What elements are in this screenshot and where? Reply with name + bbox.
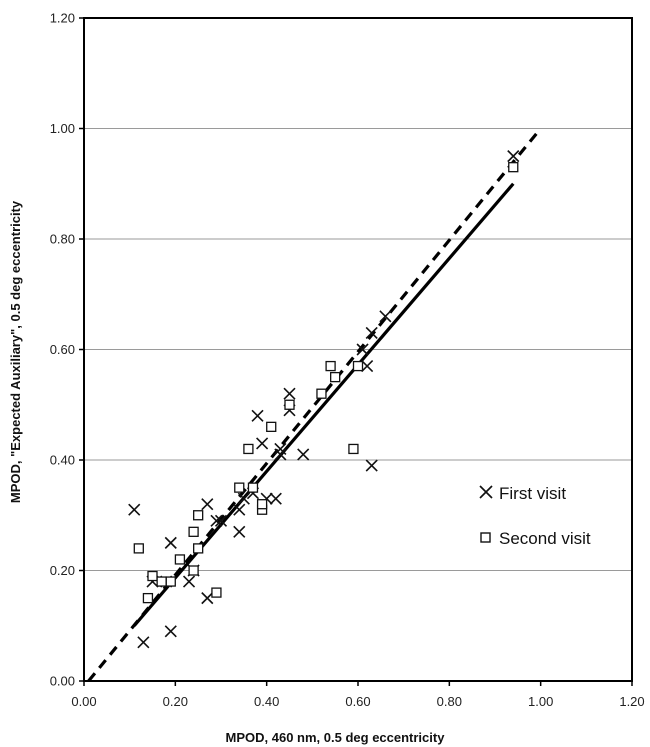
point-first-visit-4 [164,536,177,549]
point-second-visit-16 [266,421,277,433]
point-second-visit-7 [188,565,199,576]
point-first-visit-28 [365,459,378,472]
y-tick-label-2: 0.40 [50,453,75,468]
point-first-visit-13 [233,525,246,538]
data-points [128,150,520,649]
point-first-visit-27 [365,326,378,339]
point-second-visit-4 [165,576,176,587]
point-first-visit-21 [274,448,287,461]
point-first-visit-6 [182,575,196,588]
point-second-visit-2 [147,570,158,582]
legend-marker-first-visit-icon [479,485,493,499]
point-second-visit-0 [133,543,144,554]
point-second-visit-23 [508,162,519,173]
x-tick-label-5: 1.00 [528,694,553,709]
point-second-visit-5 [174,554,186,565]
x-tick-label-3: 0.60 [345,694,370,709]
legend-label-second-visit: Second visit [499,529,591,548]
y-tick-label-1: 0.20 [50,563,75,578]
point-first-visit-9 [201,592,214,605]
point-second-visit-10 [211,587,222,598]
point-first-visit-17 [256,437,269,450]
point-first-visit-8 [201,498,214,511]
point-second-visit-9 [193,543,204,554]
y-axis-label: MPOD, "Expected Auxiliary", 0.5 deg ecce… [8,200,23,503]
point-first-visit-24 [297,448,310,461]
point-first-visit-0 [128,503,141,516]
point-first-visit-11 [214,514,228,527]
point-second-visit-20 [330,371,341,383]
point-second-visit-18 [316,388,327,399]
point-first-visit-5 [164,625,177,638]
point-first-visit-26 [361,360,374,373]
point-second-visit-12 [243,443,254,455]
x-axis-label: MPOD, 460 nm, 0.5 deg eccentricity [226,730,446,745]
x-tick-label-1: 0.20 [163,694,188,709]
y-axis-ticks: 0.00 0.20 0.40 0.60 0.80 1.00 1.20 [50,11,84,689]
x-tick-label-0: 0.00 [71,694,96,709]
point-first-visit-29 [379,310,392,323]
point-second-visit-3 [156,576,167,587]
point-first-visit-10 [210,514,223,527]
point-first-visit-16 [251,409,264,422]
point-first-visit-30 [507,150,520,163]
legend: First visit Second visit [479,484,591,548]
point-first-visit-23 [283,387,296,400]
y-tick-label-5: 1.00 [50,121,75,136]
point-first-visit-19 [269,492,282,505]
point-first-visit-14 [237,492,250,505]
point-second-visit-1 [142,592,154,604]
legend-marker-second-visit-icon [480,532,491,543]
y-tick-label-3: 0.60 [50,342,75,357]
point-second-visit-21 [348,443,359,455]
point-second-visit-19 [325,360,336,372]
y-tick-label-4: 0.80 [50,232,75,247]
point-second-visit-17 [284,399,295,410]
x-tick-label-6: 1.20 [619,694,644,709]
y-tick-label-0: 0.00 [50,674,75,689]
point-second-visit-6 [188,526,199,537]
point-first-visit-20 [274,442,287,456]
point-second-visit-15 [256,499,268,510]
point-second-visit-11 [234,482,245,493]
point-first-visit-25 [356,343,369,356]
point-second-visit-8 [193,510,204,521]
x-axis-ticks: 0.00 0.20 0.40 0.60 0.80 1.00 1.20 [71,681,645,709]
legend-label-first-visit: First visit [499,484,566,503]
x-tick-label-2: 0.40 [254,694,279,709]
point-first-visit-12 [233,503,246,516]
point-second-visit-13 [247,482,259,493]
y-tick-label-6: 1.20 [50,11,75,26]
point-second-visit-22 [352,360,364,372]
point-first-visit-1 [137,636,150,649]
x-tick-label-4: 0.80 [437,694,462,709]
